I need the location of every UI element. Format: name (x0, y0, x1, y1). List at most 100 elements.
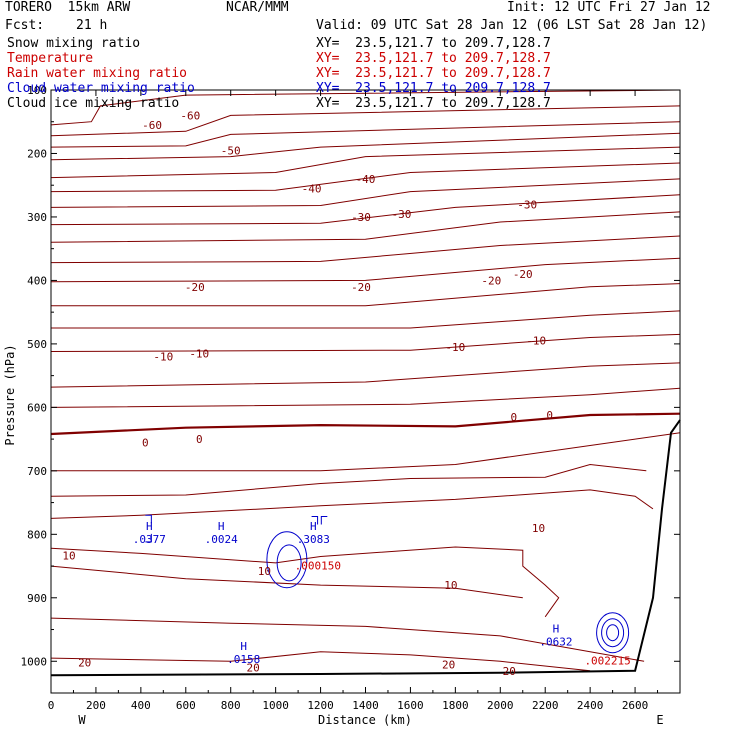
cloud-water-contour (606, 624, 620, 642)
isotherm-line (50, 132, 681, 161)
y-axis-label: Pressure (hPa) (3, 344, 17, 445)
isotherm-label: -30 (351, 211, 371, 224)
x-tick-label: 1400 (352, 699, 379, 712)
maximum-marker: H (146, 520, 153, 533)
maximum-value: .0632 (539, 636, 572, 649)
y-tick-label: 800 (27, 528, 47, 541)
isotherm-label: 10 (444, 579, 457, 592)
maximum-marker: H (218, 520, 225, 533)
isotherm-label: -20 (351, 281, 371, 294)
isotherm-line (50, 146, 681, 179)
isotherm-line (50, 211, 681, 243)
y-tick-label: 200 (27, 147, 47, 160)
maximum-value: .0024 (205, 533, 238, 546)
isotherm-label: -20 (513, 268, 533, 281)
isotherm-label: 0 (510, 411, 517, 424)
y-tick-label: 1000 (21, 655, 48, 668)
forecast-label: Fcst: (5, 18, 45, 33)
isotherm-label: -30 (517, 198, 537, 211)
isotherm-line (50, 617, 645, 662)
x-tick-label: 200 (86, 699, 106, 712)
y-tick-label: 300 (27, 211, 47, 224)
isotherm-line (50, 546, 560, 618)
field-name: Snow mixing ratio (7, 36, 141, 51)
isotherm-line (50, 257, 681, 283)
isotherm-label: -40 (302, 182, 322, 195)
isotherm-label: 10 (532, 522, 545, 535)
x-tick-label: 1000 (262, 699, 289, 712)
isotherm-line (50, 178, 681, 208)
y-tick-label: 900 (27, 592, 47, 605)
isotherm-label: -60 (142, 119, 162, 132)
x-tick-label: 0 (48, 699, 55, 712)
x-axis-ticks: 0 200 400 600 800 1000 1200 1400 1600 1800 2000 220… (48, 90, 659, 712)
cloud-water-bracket (145, 514, 152, 543)
y-tick-label: 700 (27, 465, 47, 478)
isotherm-line (50, 463, 647, 497)
model-title: TORERO 15km ARW (5, 0, 131, 15)
isotherm-line (50, 387, 681, 408)
cloud-water-contour (266, 531, 308, 589)
isotherm-label: 20 (78, 657, 91, 670)
x-tick-label: 2200 (532, 699, 559, 712)
cloud-water-contours (145, 514, 630, 654)
maximum-value: .3083 (297, 533, 330, 546)
terrain-surface (50, 419, 681, 677)
isotherm-label: 20 (442, 658, 455, 671)
isotherm-line (50, 651, 591, 672)
x-tick-label: 1800 (442, 699, 469, 712)
isotherm-line (50, 89, 681, 126)
field-xy: XY= 23.5,121.7 to 209.7,128.7 (316, 36, 551, 51)
isotherm-label: -10 (445, 341, 465, 354)
isotherm-line (50, 362, 681, 388)
isotherm-line (50, 565, 523, 599)
y-tick-label: 400 (27, 274, 47, 287)
isotherm-label: 10 (62, 549, 75, 562)
isotherm-label: 0 (546, 409, 553, 422)
cloud-water-contour (601, 618, 625, 648)
valid-time: Valid: 09 UTC Sat 28 Jan 12 (06 LST Sat … (316, 18, 708, 33)
isotherm-line (50, 333, 681, 352)
isotherm-label: 20 (503, 665, 516, 678)
isotherm-line (50, 412, 681, 436)
isotherm-label: -20 (481, 274, 501, 287)
init-time: Init: 12 UTC Fri 27 Jan 12 (507, 0, 711, 15)
field-xy: XY= 23.5,121.7 to 209.7,128.7 (316, 51, 551, 66)
x-tick-label: 2400 (577, 699, 604, 712)
isotherm-label: -10 (153, 351, 173, 364)
maximum-marker: H (553, 623, 560, 636)
east-label: E (656, 713, 663, 727)
isotherm-line (51, 283, 681, 307)
isotherm-line (50, 489, 654, 519)
x-tick-label: 800 (221, 699, 241, 712)
isotherm-label: -20 (185, 281, 205, 294)
isotherm-label: -40 (356, 173, 376, 186)
organization: NCAR/MMM (226, 0, 289, 15)
maximum-value: .000150 (295, 560, 341, 573)
field-xy: XY= 23.5,121.7 to 209.7,128.7 (316, 96, 551, 111)
x-tick-label: 1200 (307, 699, 334, 712)
field-name: Temperature (7, 51, 94, 66)
field-name: Cloud ice mixing ratio (7, 96, 180, 111)
maximum-marker: H (310, 520, 317, 533)
x-tick-label: 1600 (397, 699, 424, 712)
isotherm-label: 20 (247, 662, 260, 675)
isotherm-label: -10 (189, 347, 209, 360)
maxima-labels: H.0377H.0024H.3083H.0632H.0158.000150.00… (133, 520, 631, 668)
maximum-value: .0377 (133, 533, 166, 546)
field-xy: XY= 23.5,121.7 to 209.7,128.7 (316, 66, 551, 81)
y-tick-label: 500 (27, 338, 47, 351)
isotherm-line (50, 121, 681, 148)
isotherm-line (50, 105, 681, 137)
x-tick-label: 2000 (487, 699, 514, 712)
isotherm-label: 0 (196, 433, 203, 446)
field-name: Cloud water mixing ratio (7, 81, 195, 96)
isotherm-label: -50 (221, 144, 241, 157)
temperature-contour-labels: -60 -60 -50 -40 -40 -30 -30 -30 -20 -20 -20 -20 -10 -… (62, 109, 553, 677)
cloud-water-contour (596, 612, 630, 654)
x-tick-label: 400 (131, 699, 151, 712)
x-tick-label: 600 (176, 699, 196, 712)
maximum-value: .0158 (227, 653, 260, 666)
